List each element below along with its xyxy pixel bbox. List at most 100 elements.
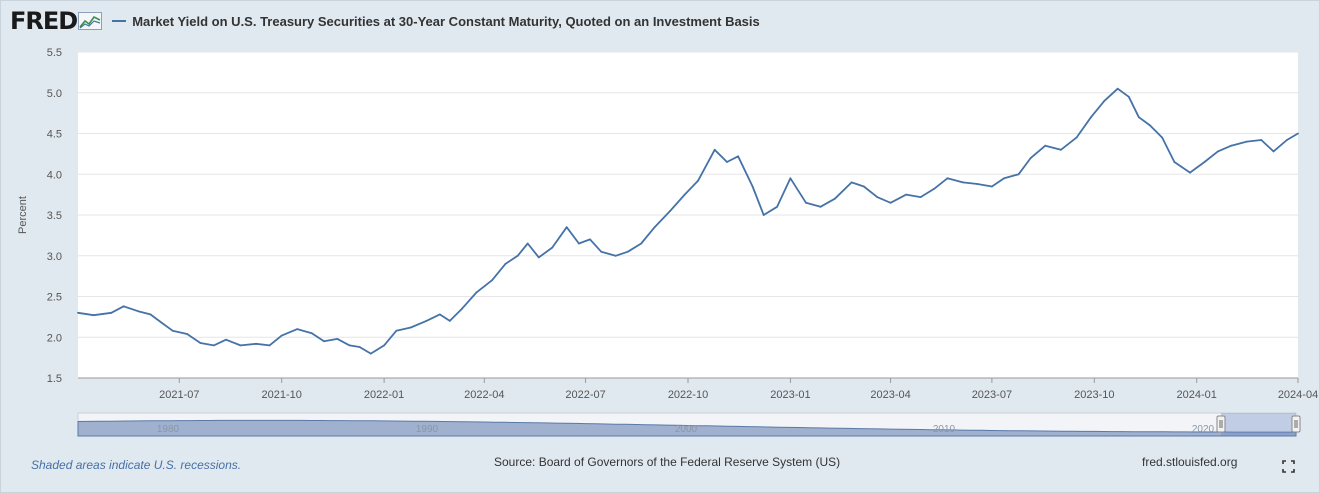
- data-point: [789, 177, 792, 180]
- data-point: [110, 311, 113, 314]
- data-point: [323, 340, 325, 343]
- data-point: [1127, 95, 1130, 98]
- y-tick-label: 1.5: [47, 373, 62, 385]
- data-point: [149, 313, 152, 316]
- y-tick-label: 5.5: [47, 47, 62, 59]
- data-point: [713, 148, 716, 151]
- data-point: [600, 250, 603, 253]
- x-tick-labels: 2021-07 2021-10 2022-01 2022-04 2022-07 2022-…: [78, 377, 1318, 401]
- data-point: [1286, 139, 1288, 141]
- navigator-handle[interactable]: [1291, 415, 1301, 433]
- data-point: [438, 313, 441, 316]
- data-point: [77, 311, 79, 314]
- data-point: [627, 250, 629, 253]
- data-point: [1203, 161, 1206, 163]
- data-point: [776, 205, 778, 208]
- data-point: [358, 346, 361, 348]
- series-legend-line: [112, 20, 127, 22]
- y-tick-label: 4.5: [47, 129, 62, 141]
- navigator-label: 2000: [675, 424, 698, 435]
- data-point: [737, 155, 739, 158]
- data-point: [1149, 124, 1151, 127]
- data-point: [225, 338, 227, 341]
- data-point: [565, 226, 568, 229]
- data-point: [805, 201, 807, 204]
- data-point: [1090, 116, 1092, 119]
- chart-title: Market Yield on U.S. Treasury Securities…: [132, 13, 760, 29]
- data-point: [1029, 157, 1032, 159]
- data-point: [1017, 173, 1020, 176]
- data-point: [751, 185, 754, 188]
- data-point: [697, 179, 699, 182]
- data-point: [589, 238, 591, 241]
- source-note: Source: Board of Governors of the Federa…: [494, 455, 841, 469]
- data-point: [1116, 87, 1119, 90]
- x-tick-label: 2023-04: [870, 389, 910, 401]
- data-point: [461, 307, 463, 310]
- data-point: [614, 254, 617, 257]
- data-point: [1297, 132, 1299, 135]
- y-tick-labels: 5.5 5.0 4.5 4.0 3.5 3.0 2.5 2.0 1.5: [47, 47, 62, 385]
- data-point: [1189, 171, 1191, 174]
- navigator-label: 1980: [157, 424, 180, 435]
- grid-lines: [78, 51, 1298, 379]
- x-tick-label: 2021-10: [262, 389, 302, 401]
- navigator-label: 2010: [933, 424, 956, 435]
- data-point: [296, 328, 299, 330]
- data-point: [409, 326, 412, 329]
- y-axis-label: Percent: [17, 196, 29, 234]
- data-point: [448, 320, 451, 322]
- x-tick-label: 2022-04: [464, 389, 504, 401]
- fullscreen-icon[interactable]: [1282, 460, 1295, 473]
- data-point: [578, 242, 580, 245]
- data-point: [369, 352, 372, 355]
- data-point: [348, 344, 351, 347]
- y-tick-label: 2.0: [47, 332, 62, 344]
- data-point: [425, 320, 428, 322]
- data-point: [1060, 148, 1062, 151]
- data-point: [186, 333, 189, 335]
- data-point: [1173, 161, 1176, 163]
- data-point: [889, 201, 892, 204]
- navigator-window[interactable]: [1221, 413, 1296, 436]
- data-point: [504, 263, 507, 265]
- data-point: [395, 329, 398, 332]
- x-tick-label: 2023-10: [1074, 389, 1114, 401]
- x-tick-label: 2024-01: [1177, 389, 1217, 401]
- x-tick-label: 2023-01: [770, 389, 810, 401]
- data-point: [537, 256, 540, 259]
- data-point: [1103, 100, 1106, 102]
- y-tick-label: 3.5: [47, 210, 62, 222]
- data-point: [669, 210, 672, 212]
- data-point: [551, 246, 554, 249]
- y-tick-label: 5.0: [47, 88, 62, 100]
- x-tick-label: 2021-07: [159, 389, 199, 401]
- site-link[interactable]: fred.stlouisfed.org: [1142, 455, 1238, 469]
- data-point: [850, 181, 853, 184]
- x-tick-label: 2024-04: [1278, 389, 1318, 401]
- data-point: [199, 342, 202, 344]
- data-point: [516, 254, 519, 257]
- data-point: [1272, 150, 1275, 153]
- data-point: [1003, 177, 1005, 180]
- navigator-label: 1990: [416, 424, 439, 435]
- x-tick-label: 2022-01: [364, 389, 404, 401]
- data-point: [268, 344, 271, 347]
- fred-logo[interactable]: FRED: [10, 7, 103, 35]
- data-point: [239, 344, 242, 347]
- data-point: [383, 344, 385, 347]
- navigator-series: [77, 419, 1297, 437]
- data-point: [475, 291, 478, 294]
- x-tick-label: 2022-10: [668, 389, 708, 401]
- data-point: [962, 181, 964, 184]
- data-point: [310, 332, 313, 335]
- data-point: [933, 188, 935, 190]
- data-point: [683, 193, 686, 196]
- data-point: [280, 334, 283, 337]
- navigator-handle[interactable]: [1216, 415, 1226, 433]
- data-point: [819, 205, 822, 208]
- series-line: [77, 87, 1299, 355]
- recession-note: Shaded areas indicate U.S. recessions.: [31, 458, 242, 472]
- fred-logo-text: FRED: [10, 7, 78, 35]
